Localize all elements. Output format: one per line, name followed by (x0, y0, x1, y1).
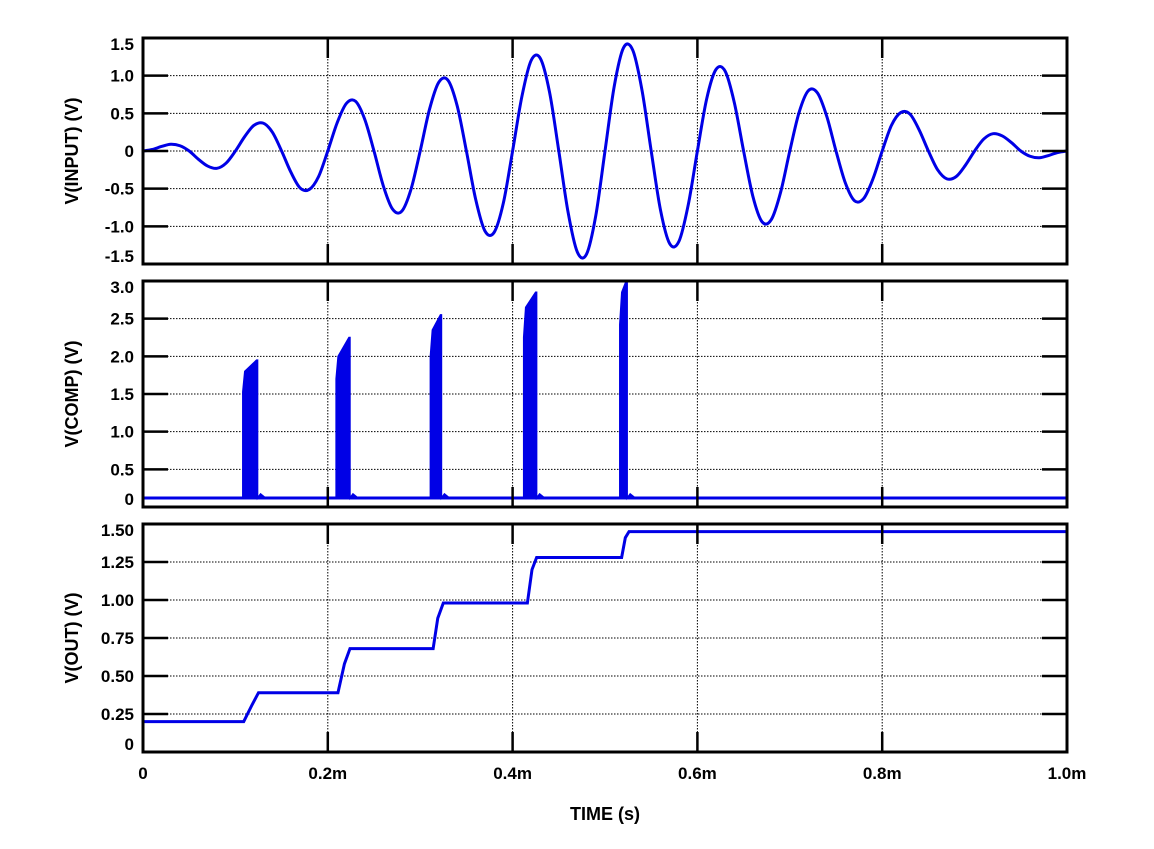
y-tick-label: 0 (125, 490, 134, 509)
plot-frame (141, 279, 1069, 509)
y-tick-label: 1.50 (101, 521, 134, 540)
y-tick-label: 1.0 (110, 423, 134, 442)
series-line-input (143, 42, 1067, 260)
plot-frame (141, 36, 1069, 266)
y-tick-label: 0.5 (110, 460, 134, 479)
x-tick-label: 1.0m (1048, 764, 1087, 783)
y-axis-label: V(COMP) (V) (62, 341, 82, 448)
series-line-out (143, 530, 1067, 724)
comp-burst (522, 291, 547, 501)
y-axis-label: V(OUT) (V) (62, 593, 82, 684)
x-tick-label: 0.8m (863, 764, 902, 783)
y-tick-label: -1.5 (105, 247, 134, 266)
comp-burst (242, 359, 268, 501)
comp-burst (619, 280, 638, 501)
x-tick-label: 0 (138, 764, 147, 783)
y-tick-label: 3.0 (110, 278, 134, 297)
comp-burst (429, 314, 452, 501)
x-tick-label: 0.2m (308, 764, 347, 783)
y-tick-label: 2.5 (110, 310, 134, 329)
text-layer: 1.51.00.50-0.5-1.0-1.5V(INPUT) (V)3.02.5… (62, 35, 1086, 824)
y-tick-label: 1.5 (110, 35, 134, 54)
y-axis-label: V(INPUT) (V) (62, 98, 82, 205)
frame-layer (141, 36, 1069, 754)
y-tick-label: 2.0 (110, 347, 134, 366)
y-tick-label: 0.75 (101, 629, 134, 648)
y-tick-label: -1.0 (105, 217, 134, 236)
y-tick-label: 1.0 (110, 67, 134, 86)
y-tick-label: -0.5 (105, 180, 134, 199)
y-tick-label: 1.5 (110, 385, 134, 404)
x-tick-label: 0.4m (493, 764, 532, 783)
y-tick-label: 0.25 (101, 705, 134, 724)
y-tick-label: 0.5 (110, 104, 134, 123)
y-tick-label: 0 (125, 142, 134, 161)
y-tick-label: 0 (125, 735, 134, 754)
x-axis-label: TIME (s) (570, 804, 640, 824)
y-tick-label: 0.50 (101, 667, 134, 686)
y-tick-label: 1.00 (101, 591, 134, 610)
plot-frame (141, 522, 1069, 754)
grid-layer (143, 38, 1067, 752)
y-tick-label: 1.25 (101, 553, 134, 572)
comp-burst (335, 336, 361, 501)
x-tick-label: 0.6m (678, 764, 717, 783)
data-layer (143, 42, 1067, 724)
